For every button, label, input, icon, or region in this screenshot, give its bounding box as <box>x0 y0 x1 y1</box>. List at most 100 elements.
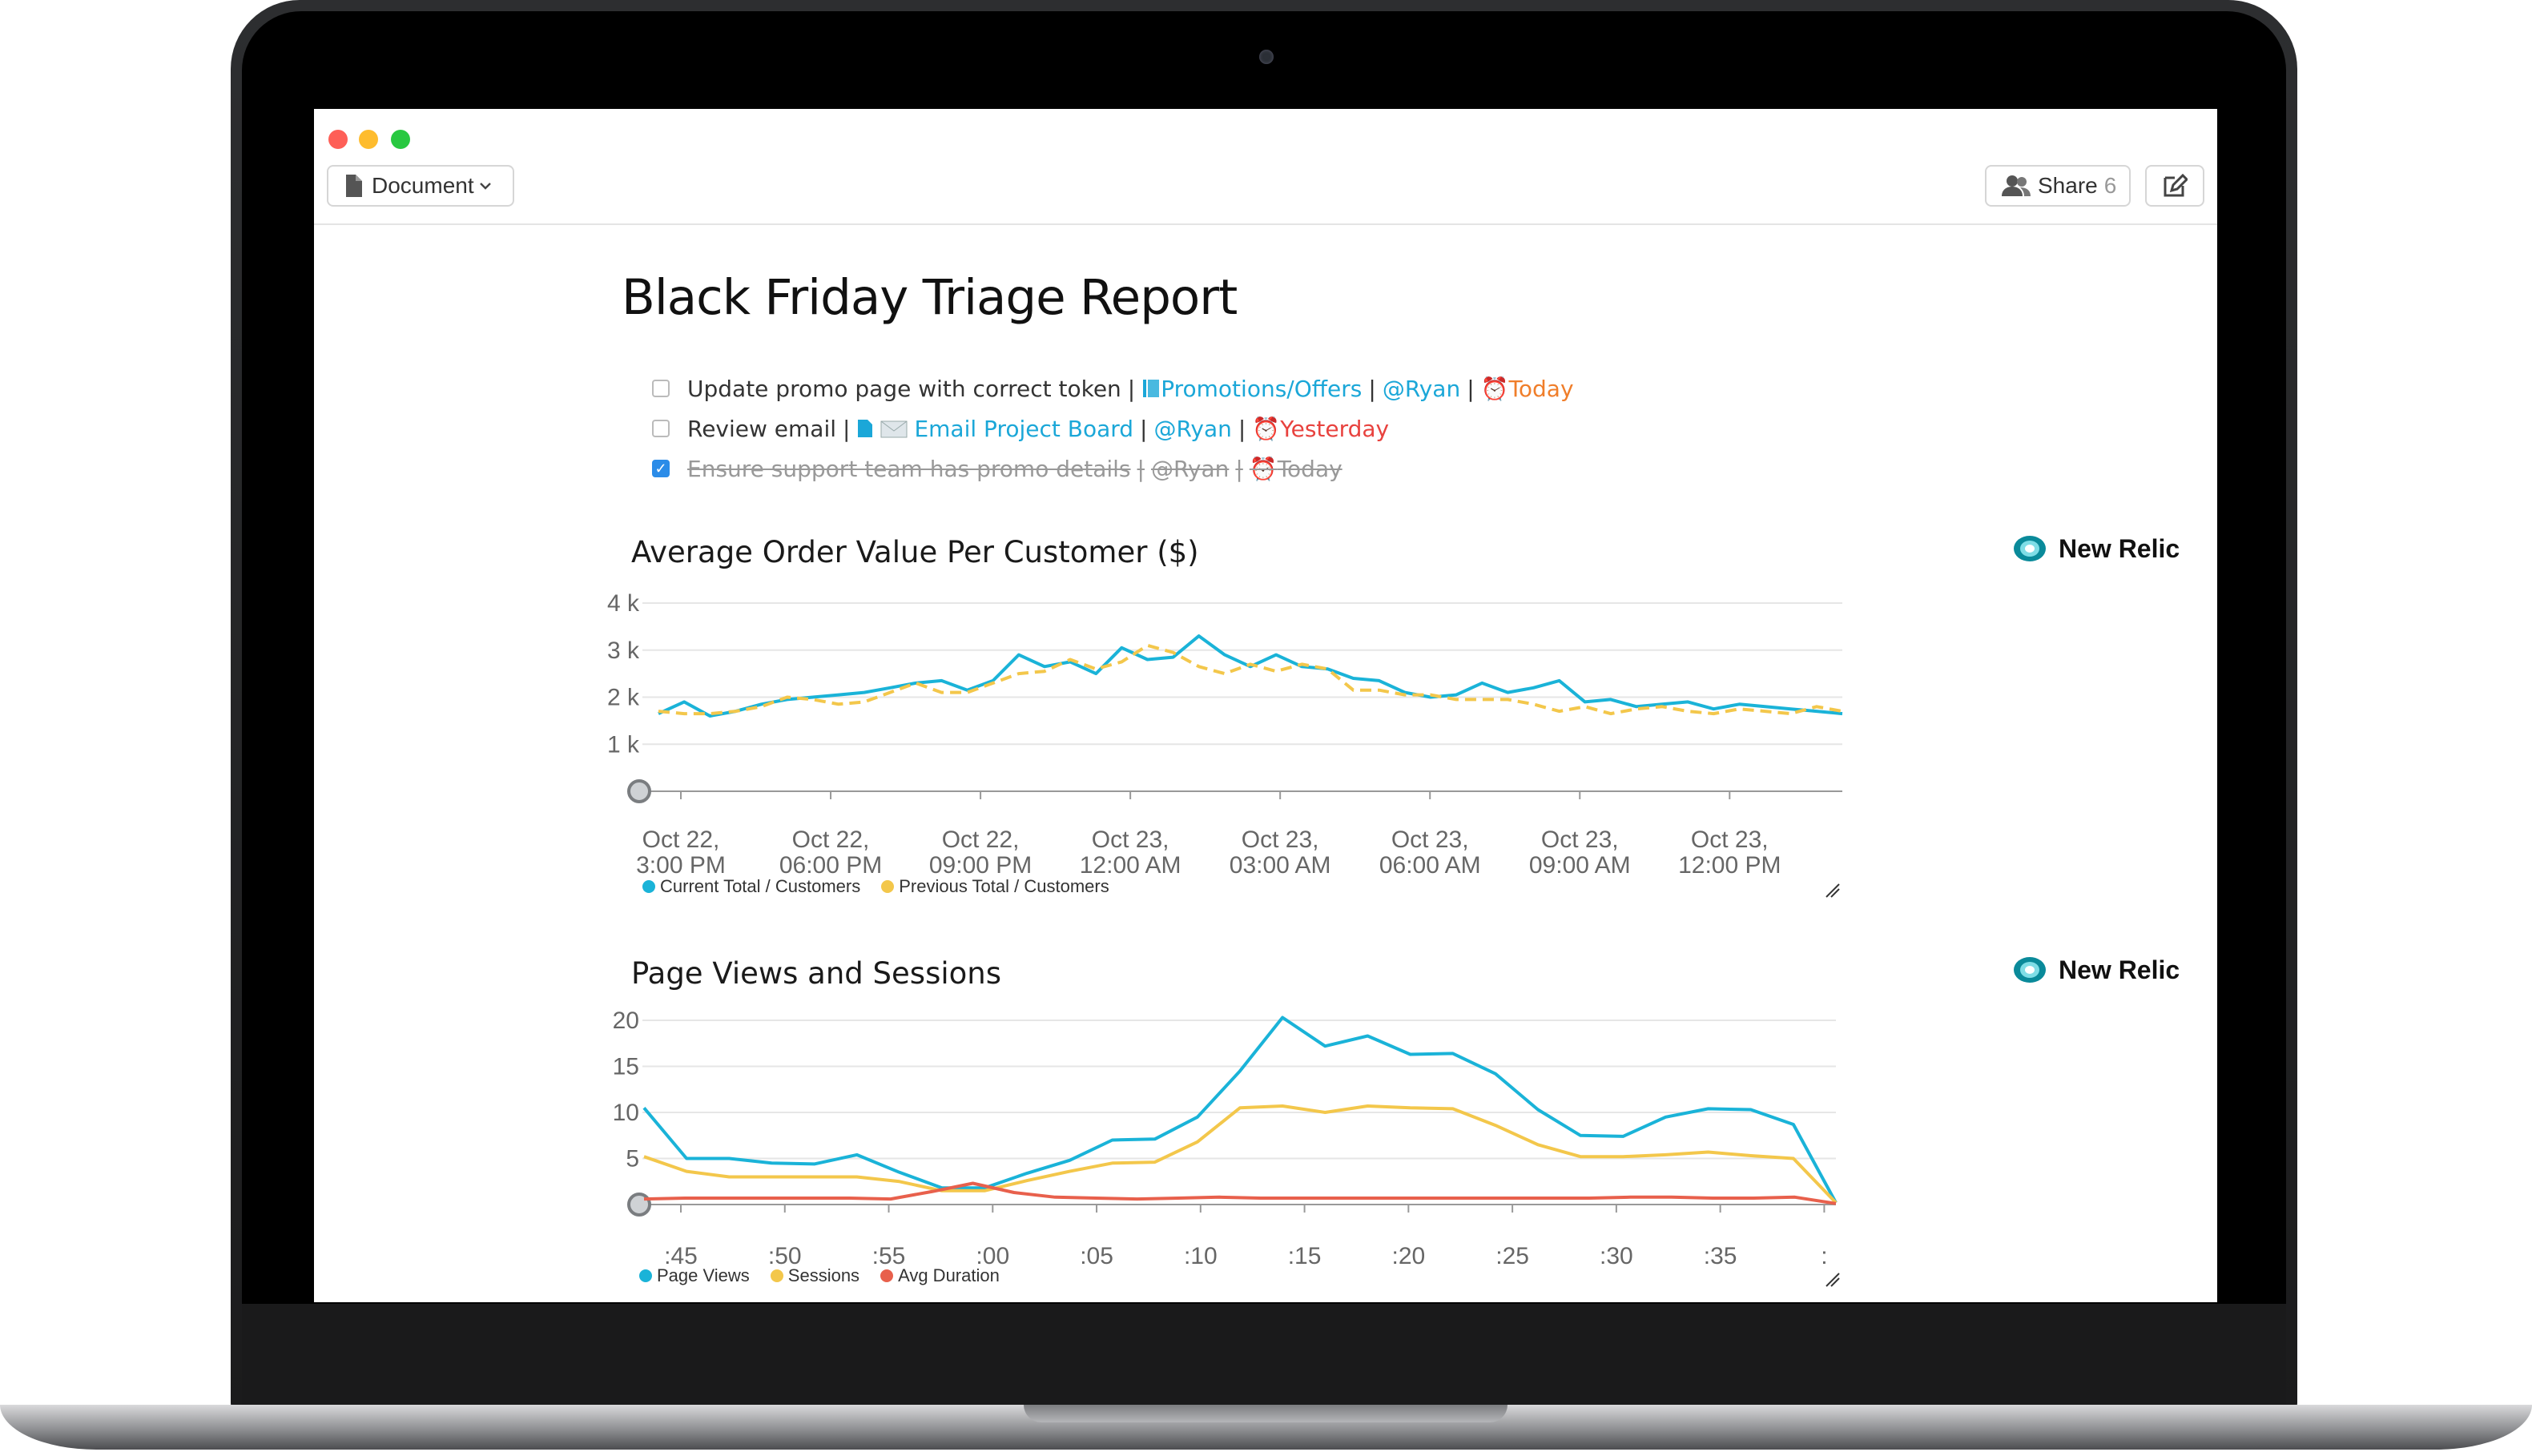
x-tick-label: :00 <box>976 1243 1009 1269</box>
task-text-1: Update promo page with correct token <box>687 375 1121 402</box>
x-tick-label: 09:00 PM <box>929 852 1032 879</box>
new-relic-badge: New Relic <box>2012 533 2180 564</box>
legend-item: Current Total / Customers <box>642 876 860 897</box>
y-tick-label: 4 k <box>607 590 640 617</box>
x-tick-label: Oct 23, <box>1242 827 1319 853</box>
camera-icon <box>1259 50 1274 64</box>
x-tick-label: 12:00 PM <box>1678 852 1781 879</box>
close-window-button[interactable] <box>328 130 348 149</box>
edit-icon <box>2164 173 2188 197</box>
task-due-1: Today <box>1508 375 1574 402</box>
legend-label: Page Views <box>657 1265 750 1285</box>
x-tick-label: :45 <box>664 1243 698 1269</box>
series-line-1 <box>658 634 1843 718</box>
chart-title-pageviews: Page Views and Sessions <box>631 956 1001 991</box>
series-line-1 <box>642 1016 1838 1204</box>
legend-pageviews: Page Views Sessions Avg Duration <box>639 1265 1020 1286</box>
page-title: Black Friday Triage Report <box>622 269 1238 326</box>
x-tick-label: Oct 23, <box>1391 827 1469 853</box>
task-checkbox-1[interactable] <box>652 380 670 397</box>
y-tick-label: 15 <box>613 1054 639 1080</box>
maximize-window-button[interactable] <box>391 130 410 149</box>
resize-handle-icon[interactable] <box>1823 1270 1841 1288</box>
series-line-3 <box>643 1181 1837 1205</box>
new-relic-logo-icon <box>2014 536 2046 561</box>
x-tick-label: :35 <box>1704 1243 1737 1269</box>
task-user-1[interactable]: @Ryan <box>1382 375 1461 402</box>
minimize-window-button[interactable] <box>359 130 378 149</box>
x-tick-label: :55 <box>872 1243 906 1269</box>
legend-item: Page Views <box>639 1265 750 1286</box>
legend-label: Sessions <box>787 1265 860 1285</box>
x-tick-label: : <box>1821 1243 1827 1269</box>
x-tick-label: :10 <box>1184 1243 1218 1269</box>
chevron-down-icon <box>479 183 491 190</box>
x-tick-label: 3:00 PM <box>636 852 726 879</box>
document-menu-button[interactable]: Document <box>327 165 514 207</box>
task-text-2: Review email <box>687 415 837 442</box>
new-relic-logo-icon <box>2014 957 2046 983</box>
share-button[interactable]: Share 6 <box>1985 165 2131 207</box>
document-menu-label: Document <box>372 173 474 198</box>
task-item-1: Update promo page with correct token | P… <box>687 375 1574 402</box>
x-tick-label: 12:00 AM <box>1080 852 1181 879</box>
envelope-icon <box>880 420 908 438</box>
x-tick-label: :05 <box>1080 1243 1113 1269</box>
y-tick-label: 5 <box>626 1146 639 1172</box>
x-tick-label: :25 <box>1495 1243 1529 1269</box>
task-item-2: Review email | Email Project Board | @Ry… <box>687 415 1390 442</box>
legend-label: Current Total / Customers <box>660 876 861 896</box>
x-tick-label: Oct 23, <box>1691 827 1769 853</box>
x-tick-label: 06:00 PM <box>779 852 882 879</box>
y-tick-label: 2 k <box>607 685 640 711</box>
app-window: Document Share 6 Black Friday Triage Rep… <box>314 109 2217 1302</box>
y-tick-label: 1 k <box>607 731 640 758</box>
x-tick-label: Oct 23, <box>1541 827 1619 853</box>
task-user-2[interactable]: @Ryan <box>1153 415 1232 442</box>
legend-label: Previous Total / Customers <box>899 876 1109 896</box>
x-tick-label: :15 <box>1288 1243 1322 1269</box>
task-checkbox-2[interactable] <box>652 420 670 437</box>
task-user-3[interactable]: @Ryan <box>1150 455 1230 482</box>
series-line-2 <box>643 1104 1838 1205</box>
x-tick-label: 06:00 AM <box>1379 852 1481 879</box>
legend-item: Sessions <box>770 1265 860 1286</box>
new-relic-label: New Relic <box>2059 533 2180 563</box>
task-text-3: Ensure support team has promo details <box>687 455 1131 482</box>
laptop-notch <box>1024 1405 1508 1422</box>
origin-handle-icon <box>627 779 651 803</box>
alarm-icon: ⏰ <box>1252 415 1281 442</box>
series-line-2 <box>658 643 1843 716</box>
x-tick-label: 03:00 AM <box>1230 852 1331 879</box>
x-tick-label: Oct 22, <box>642 827 720 853</box>
new-relic-label: New Relic <box>2059 955 2180 984</box>
legend-aov: Current Total / Customers Previous Total… <box>642 876 1130 897</box>
resize-handle-icon[interactable] <box>1823 881 1841 899</box>
y-tick-label: 3 k <box>607 638 640 664</box>
toolbar-divider <box>314 223 2217 225</box>
x-tick-label: :20 <box>1391 1243 1425 1269</box>
doc-link-icon <box>858 420 873 437</box>
laptop-chin <box>242 1304 2286 1405</box>
task-link-2[interactable]: Email Project Board <box>914 415 1134 442</box>
edit-button[interactable] <box>2145 165 2204 207</box>
task-due-2: Yesterday <box>1280 415 1390 442</box>
legend-label: Avg Duration <box>898 1265 1000 1285</box>
y-tick-label: 10 <box>613 1100 639 1126</box>
y-tick-label: 20 <box>613 1008 639 1034</box>
task-due-3: Today <box>1277 455 1342 482</box>
x-tick-label: Oct 22, <box>942 827 1020 853</box>
x-tick-label: Oct 22, <box>792 827 870 853</box>
x-tick-label: :50 <box>768 1243 802 1269</box>
task-checkbox-3[interactable]: ✓ <box>652 460 670 477</box>
origin-handle-icon <box>627 1193 651 1217</box>
task-link-1[interactable]: Promotions/Offers <box>1161 375 1363 402</box>
legend-item: Avg Duration <box>880 1265 1000 1286</box>
chart-title-aov: Average Order Value Per Customer ($) <box>631 535 1199 569</box>
board-icon <box>1143 380 1160 397</box>
share-count: 6 <box>2103 173 2117 198</box>
x-tick-label: Oct 23, <box>1092 827 1169 853</box>
share-label: Share <box>2038 173 2098 198</box>
legend-item: Previous Total / Customers <box>881 876 1109 897</box>
